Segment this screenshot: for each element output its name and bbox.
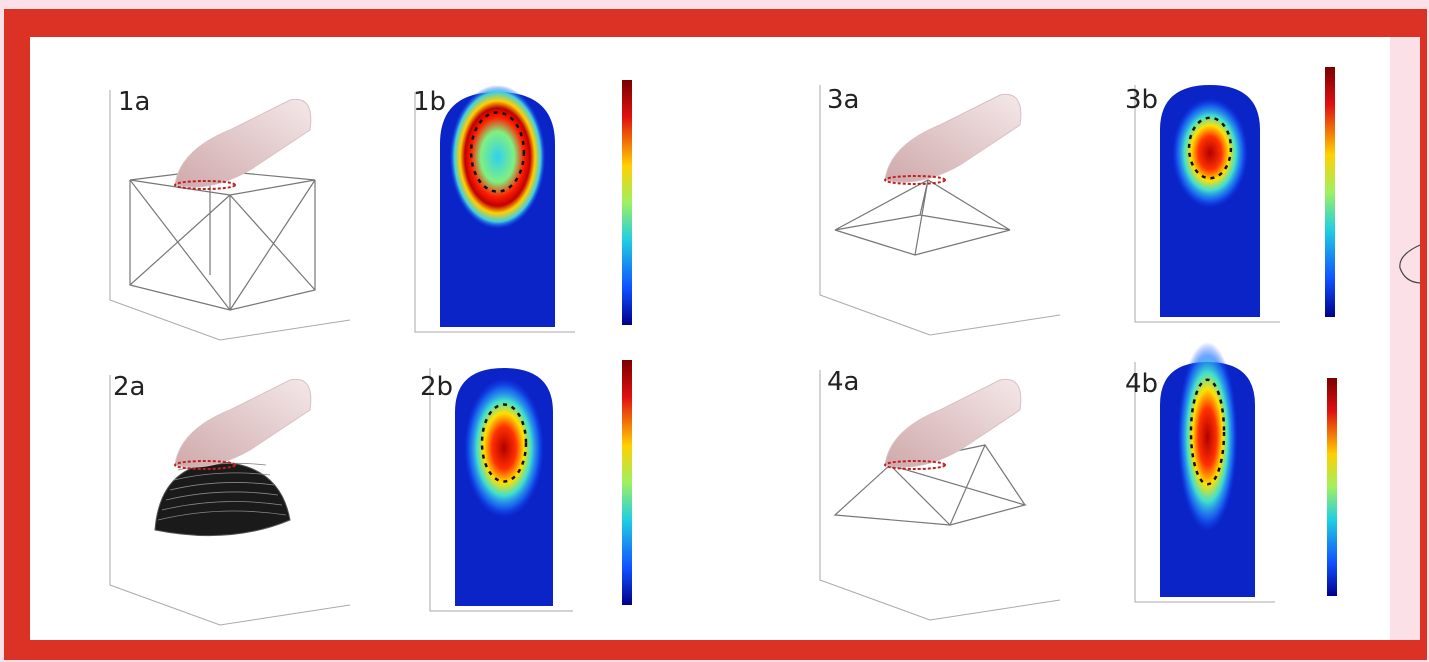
panel-label: 4a [827, 367, 859, 397]
panel-label: 3b [1125, 85, 1158, 115]
panel-label: 4b [1125, 369, 1158, 399]
heatmap-hotspot [1172, 98, 1248, 208]
colorbar [1327, 378, 1337, 596]
screenshot: 1a 1b 2a 2b 3a 3b 4a 4b [0, 0, 1429, 662]
heatmap-hotspot [464, 378, 544, 518]
colorbar [622, 360, 632, 605]
heatmap-hotspot [450, 85, 546, 229]
colorbar [1325, 67, 1335, 317]
panel-label: 1a [118, 87, 150, 117]
page: 1a1b2a2b3a3b4a4b (() => { const data = J… [0, 0, 1429, 662]
side-strip [1390, 37, 1420, 640]
panel-label: 2b [420, 372, 453, 402]
panel-label: 3a [827, 85, 859, 115]
colorbar [622, 80, 632, 325]
panel-label: 2a [113, 372, 145, 402]
panel-label: 1b [413, 87, 446, 117]
heatmap-hotspot [1178, 342, 1238, 532]
